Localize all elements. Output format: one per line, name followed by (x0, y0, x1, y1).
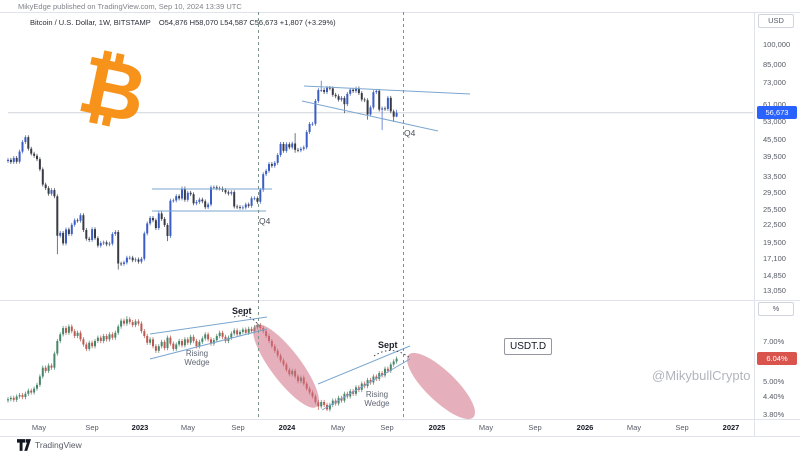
month-tick: May (478, 423, 494, 432)
symbol-info-row[interactable]: Bitcoin / U.S. Dollar, 1W, BITSTAMP O54,… (30, 18, 336, 27)
month-tick: May (330, 423, 346, 432)
sept-label-2: Sept (378, 340, 398, 350)
price-tick: 39,500 (763, 152, 786, 162)
price-tick: 17,100 (763, 253, 786, 263)
header-divider (0, 12, 800, 13)
month-tick: May (31, 423, 47, 432)
ohlc-values: O54,876 H58,070 L54,587 C56,673 +1,807 (… (158, 18, 336, 27)
year-tick: 2026 (576, 423, 594, 432)
price-tick: 45,500 (763, 135, 786, 145)
time-axis-divider (0, 419, 800, 420)
year-tick: 2025 (428, 423, 446, 432)
year-tick: 2027 (722, 423, 740, 432)
year-tick: 2023 (131, 423, 149, 432)
price-tick: 61,000 (763, 99, 786, 109)
sept-label-1: Sept (232, 306, 252, 316)
author-watermark: @MikybullCrypto (652, 368, 751, 383)
currency-scale-label[interactable]: USD (758, 14, 794, 28)
price-tick: 14,850 (763, 270, 786, 280)
price-tick: 19,500 (763, 237, 786, 247)
percent-tick: 4.40% (763, 392, 785, 402)
price-tick: 29,500 (763, 187, 786, 197)
attribution-text: MikyEdge published on TradingView.com, S… (18, 2, 242, 11)
month-tick: May (626, 423, 642, 432)
price-tick: 13,050 (763, 286, 786, 296)
month-tick: Sep (231, 423, 245, 432)
price-tick: 53,000 (763, 116, 786, 126)
month-tick: Sep (380, 423, 394, 432)
projection-ellipse (253, 324, 319, 408)
price-scale-divider (754, 12, 755, 436)
tradingview-logo[interactable]: TradingView (17, 439, 82, 451)
price-tick: 85,000 (763, 59, 786, 69)
current-percent-label: 6.04% (757, 352, 797, 366)
rising-wedge-label-2: Rising Wedge (364, 390, 390, 408)
tradingview-logo-text: TradingView (35, 440, 82, 450)
projection-ellipse (406, 352, 476, 420)
tradingview-icon (17, 439, 31, 451)
price-tick: 33,500 (763, 172, 786, 182)
pane-divider (0, 300, 800, 301)
q4-label-1: Q4 (259, 216, 271, 226)
price-tick: 73,000 (763, 78, 786, 88)
usdt-dominance-label: USDT.D (504, 338, 553, 355)
percent-scale-label[interactable]: % (758, 302, 794, 316)
q4-label-2: Q4 (404, 128, 416, 138)
month-tick: Sep (528, 423, 542, 432)
percent-tick: 3.80% (763, 410, 785, 419)
percent-tick: 5.00% (763, 377, 785, 387)
rising-wedge-label-1: Rising Wedge (184, 349, 210, 367)
price-tick: 25,500 (763, 205, 786, 215)
symbol-description: Bitcoin / U.S. Dollar, 1W, BITSTAMP (30, 18, 151, 27)
current-price-label: 56,673 (757, 106, 797, 120)
month-tick: May (180, 423, 196, 432)
price-tick: 100,000 (763, 40, 791, 49)
year-tick: 2024 (278, 423, 296, 432)
month-tick: Sep (85, 423, 99, 432)
percent-tick: 7.00% (763, 337, 785, 346)
month-tick: Sep (675, 423, 689, 432)
price-tick: 22,500 (763, 220, 786, 230)
footer-divider (0, 436, 800, 437)
